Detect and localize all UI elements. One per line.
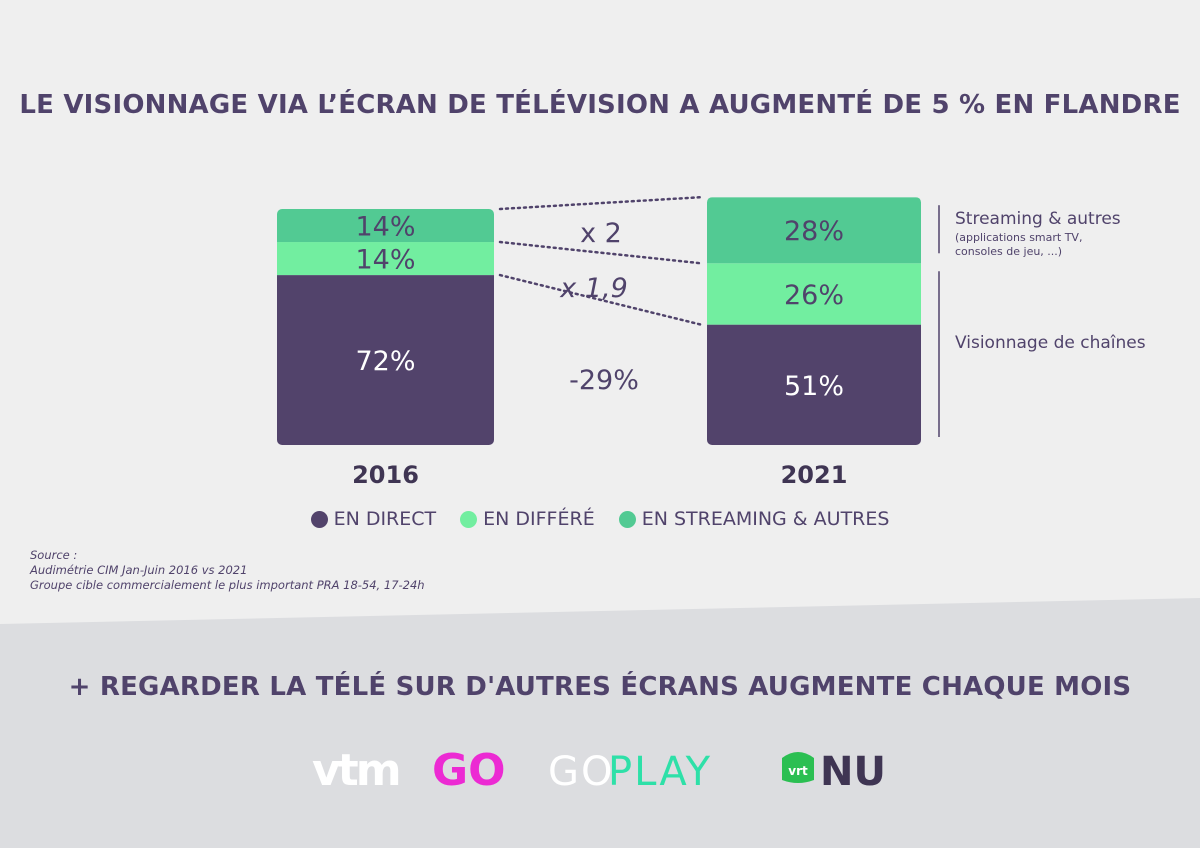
bar-differe-2016: [277, 242, 494, 276]
source-line: Groupe cible commercialement le plus imp…: [30, 578, 425, 592]
sub-title: + REGARDER LA TÉLÉ SUR D'AUTRES ÉCRANS A…: [68, 672, 1132, 702]
annotation-differe-ratio: x 1,9: [559, 273, 628, 304]
vrt-badge-shape: [782, 752, 814, 783]
legend-label-differe: EN DIFFÉRÉ: [483, 508, 595, 530]
x-tick-label-2021: 2021: [781, 461, 848, 489]
bar-direct-2016: [277, 275, 494, 445]
chart-legend: EN DIRECT EN DIFFÉRÉ EN STREAMING & AUTR…: [0, 508, 1200, 530]
source-line: Source :: [30, 548, 78, 562]
goplay-logo-go: GO: [548, 749, 614, 795]
data-label-streaming-2021: 28%: [784, 216, 844, 247]
nu-logo-text: NU: [820, 749, 886, 795]
legend-label-direct: EN DIRECT: [333, 508, 437, 530]
legend-item-direct: EN DIRECT: [310, 508, 437, 530]
data-label-differe-2021: 26%: [784, 280, 844, 311]
source-line: Audimétrie CIM Jan-Juin 2016 vs 2021: [30, 563, 248, 577]
goplay-logo-play: PLAY: [608, 749, 712, 795]
legend-swatch-streaming: [618, 510, 636, 528]
stacked-bar-chart: 72% 14%14% 2016 51% 26% 28% 2021 x 2 x 1,9 -29% St…: [277, 195, 1146, 489]
legend-item-streaming: EN STREAMING & AUTRES: [618, 508, 890, 530]
data-label-direct-2021: 51%: [784, 371, 844, 402]
data-label-differe-2016: 14%: [355, 245, 415, 276]
data-label-streaming-2016: 14%: [355, 212, 415, 243]
annotation-direct-change: -29%: [569, 365, 639, 396]
vtm-go-logo: vtm GO: [312, 745, 506, 796]
bracket-note-streaming: (applications smart TV,: [955, 231, 1082, 244]
bar-streaming-2016: [277, 209, 494, 243]
legend-label-streaming: EN STREAMING & AUTRES: [641, 508, 890, 530]
connector-line: [498, 240, 703, 265]
legend-item-differe: EN DIFFÉRÉ: [460, 508, 595, 530]
bar-differe-2021: [707, 263, 921, 325]
connector-line: [498, 273, 703, 326]
legend-swatch-differe: [460, 510, 478, 528]
bar-streaming-2021: [707, 197, 921, 264]
vrt-logo-text: vrt: [788, 764, 808, 778]
goplay-logo: GO PLAY: [548, 749, 712, 795]
vtm-go-logo-text: GO: [432, 745, 506, 796]
vtm-logo-text: vtm: [312, 745, 399, 796]
data-label-direct-2016: 72%: [355, 346, 415, 377]
vrt-nu-logo: vrt NU: [782, 749, 886, 795]
page-title: LE VISIONNAGE VIA L’ÉCRAN DE TÉLÉVISION …: [19, 90, 1181, 120]
source-note: Source : Audimétrie CIM Jan-Juin 2016 vs…: [30, 548, 425, 593]
bar-direct-2021: [707, 324, 921, 445]
x-tick-label-2016: 2016: [352, 461, 419, 489]
connector-line: [498, 195, 703, 211]
bracket-note-streaming: consoles de jeu, ...): [955, 245, 1062, 258]
legend-swatch-direct: [310, 510, 328, 528]
logo-row: vtm GO GO PLAY vrt NU: [312, 745, 886, 796]
annotation-streaming-ratio: x 2: [580, 218, 622, 249]
bracket-label-channels: Visionnage de chaînes: [955, 333, 1146, 353]
bracket-label-streaming: Streaming & autres: [955, 209, 1121, 229]
